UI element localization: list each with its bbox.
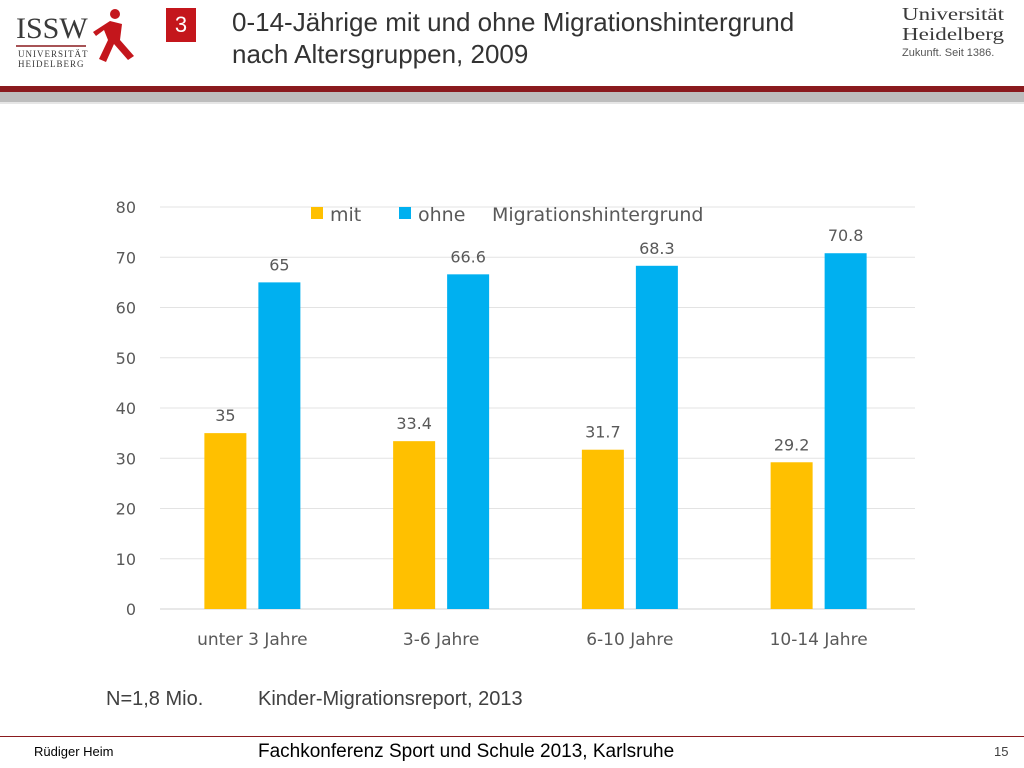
y-tick-label: 80	[116, 198, 136, 217]
legend-swatch	[399, 207, 411, 219]
header-rule-light	[0, 102, 1024, 104]
header-rule-gray	[0, 92, 1024, 102]
footer-author: Rüdiger Heim	[34, 744, 114, 759]
uni-logo-line2: Heidelberg	[902, 24, 1004, 44]
y-tick-label: 0	[126, 600, 136, 619]
bar-chart: 0 10 20 30 40 50 60 70 80 35 65 unter 3 Jahre 33.4 66…	[116, 198, 915, 650]
data-label: 66.6	[450, 247, 486, 266]
x-tick-label: 10-14 Jahre	[770, 630, 868, 650]
y-tick-label: 10	[116, 550, 136, 569]
footer-rule	[0, 736, 1024, 737]
legend-label: ohne	[418, 204, 465, 226]
y-tick-label: 20	[116, 500, 136, 519]
data-label: 33.4	[396, 414, 432, 433]
legend-swatch	[311, 207, 323, 219]
bar-ohne	[635, 265, 678, 609]
y-tick-label: 60	[116, 299, 136, 318]
sample-size-note: N=1,8 Mio.	[106, 688, 204, 710]
bar-mit	[581, 449, 624, 609]
x-tick-label: 6-10 Jahre	[586, 630, 673, 650]
page-title: 0-14-Jährige mit und ohne Migrationshint…	[232, 6, 872, 70]
x-tick-label: 3-6 Jahre	[403, 630, 479, 650]
university-logo: Universität Heidelberg Zukunft. Seit 138…	[902, 4, 1004, 59]
slide-number-badge: 3	[166, 8, 196, 42]
bar-ohne	[824, 253, 867, 610]
page-number: 15	[994, 744, 1009, 759]
bar-mit	[393, 441, 436, 609]
data-label: 31.7	[585, 423, 621, 442]
title-line-1: 0-14-Jährige mit und ohne Migrationshint…	[232, 7, 795, 37]
data-label: 68.3	[639, 239, 675, 258]
bar-mit	[204, 433, 247, 609]
y-tick-label: 70	[116, 248, 136, 267]
issw-logo-sub1: UNIVERSITÄT	[18, 49, 89, 59]
y-tick-label: 30	[116, 449, 136, 468]
data-label: 35	[215, 406, 235, 425]
data-label: 29.2	[774, 435, 810, 454]
uni-logo-line3: Zukunft. Seit 1386.	[902, 47, 994, 59]
runner-icon	[93, 9, 134, 62]
bar-ohne	[258, 282, 301, 609]
slide-header: ISSW UNIVERSITÄT HEIDELBERG 3 0-14-Jähri…	[0, 0, 1024, 90]
source-note: Kinder-Migrationsreport, 2013	[258, 688, 523, 710]
y-tick-label: 50	[116, 349, 136, 368]
title-line-2: nach Altersgruppen, 2009	[232, 39, 529, 69]
footer-event: Fachkonferenz Sport und Schule 2013, Kar…	[258, 741, 675, 762]
bar-ohne	[447, 274, 490, 609]
issw-logo: ISSW UNIVERSITÄT HEIDELBERG	[16, 9, 134, 69]
x-tick-label: unter 3 Jahre	[197, 630, 308, 650]
legend-label: mit	[330, 204, 361, 226]
issw-logo-sub2: HEIDELBERG	[18, 59, 85, 69]
data-label: 70.8	[828, 226, 864, 245]
y-tick-label: 40	[116, 399, 136, 418]
issw-logo-text: ISSW	[16, 12, 88, 45]
uni-logo-line1: Universität	[902, 4, 1004, 24]
data-label: 65	[269, 255, 289, 274]
legend-suffix: Migrationshintergrund	[492, 204, 703, 226]
bar-mit	[770, 462, 813, 609]
header-rule-red	[0, 86, 1024, 92]
